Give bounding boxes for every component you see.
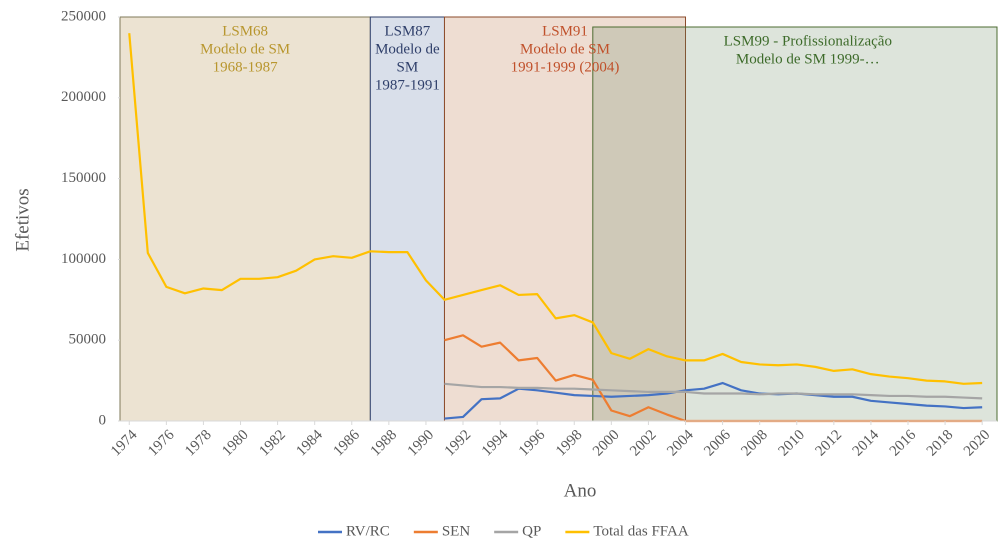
period-region	[592, 26, 998, 422]
y-tick-label: 200000	[61, 89, 106, 105]
x-tick-label: 1984	[293, 427, 326, 460]
period-region	[119, 16, 371, 422]
legend-label: RV/RC	[346, 523, 390, 539]
x-tick-label: 1974	[108, 427, 141, 460]
x-tick-label: 2002	[627, 427, 660, 460]
x-tick-label: 1998	[553, 427, 586, 460]
y-tick-label: 0	[99, 412, 107, 428]
x-tick-label: 2008	[738, 427, 771, 460]
x-tick-label: 1992	[442, 427, 475, 460]
region-label: LSM87	[384, 23, 430, 39]
region-label: 1991-1999 (2004)	[511, 59, 620, 75]
series-line	[128, 33, 983, 385]
y-tick-label: 250000	[61, 8, 106, 24]
region-label: LSM99 - Profissionalização	[724, 33, 892, 49]
x-tick-label: 1986	[330, 427, 363, 460]
x-tick-label: 2010	[775, 427, 808, 460]
x-tick-label: 1990	[405, 427, 438, 460]
series-line	[444, 381, 983, 420]
region-label: 1987-1991	[375, 77, 440, 93]
x-tick-label: 2014	[850, 427, 883, 460]
period-region	[369, 16, 445, 422]
x-tick-label: 2016	[887, 427, 920, 460]
legend-label: SEN	[442, 523, 471, 539]
x-tick-label: 2006	[701, 427, 734, 460]
region-label: LSM68	[222, 23, 268, 39]
region-label: Modelo de SM	[200, 41, 290, 57]
x-axis-label: Ano	[564, 480, 597, 501]
x-tick-label: 1976	[145, 427, 178, 460]
x-tick-label: 1982	[256, 427, 289, 460]
y-tick-label: 100000	[61, 251, 106, 267]
x-tick-label: 1994	[479, 427, 512, 460]
x-tick-label: 1978	[182, 427, 215, 460]
region-label: LSM91	[542, 23, 588, 39]
period-region	[443, 16, 687, 422]
region-label: SM	[397, 59, 419, 75]
y-tick-label: 50000	[69, 332, 107, 348]
x-tick-label: 2018	[924, 427, 957, 460]
region-label: 1968-1987	[213, 59, 278, 75]
series-line	[444, 382, 983, 400]
region-label: Modelo de SM 1999-…	[736, 51, 880, 67]
x-tick-label: 1980	[219, 427, 252, 460]
legend-label: QP	[522, 523, 541, 539]
legend-label: Total das FFAA	[593, 523, 689, 539]
region-label: Modelo de SM	[520, 41, 610, 57]
x-tick-label: 2012	[813, 427, 846, 460]
y-tick-label: 150000	[61, 170, 106, 186]
x-tick-label: 2020	[961, 427, 994, 460]
x-tick-label: 2004	[664, 427, 697, 460]
x-tick-label: 2000	[590, 427, 623, 460]
y-axis-label: Efetivos	[12, 188, 33, 251]
region-label: Modelo de	[375, 41, 440, 57]
x-tick-label: 1988	[368, 427, 401, 460]
x-tick-label: 1996	[516, 427, 549, 460]
